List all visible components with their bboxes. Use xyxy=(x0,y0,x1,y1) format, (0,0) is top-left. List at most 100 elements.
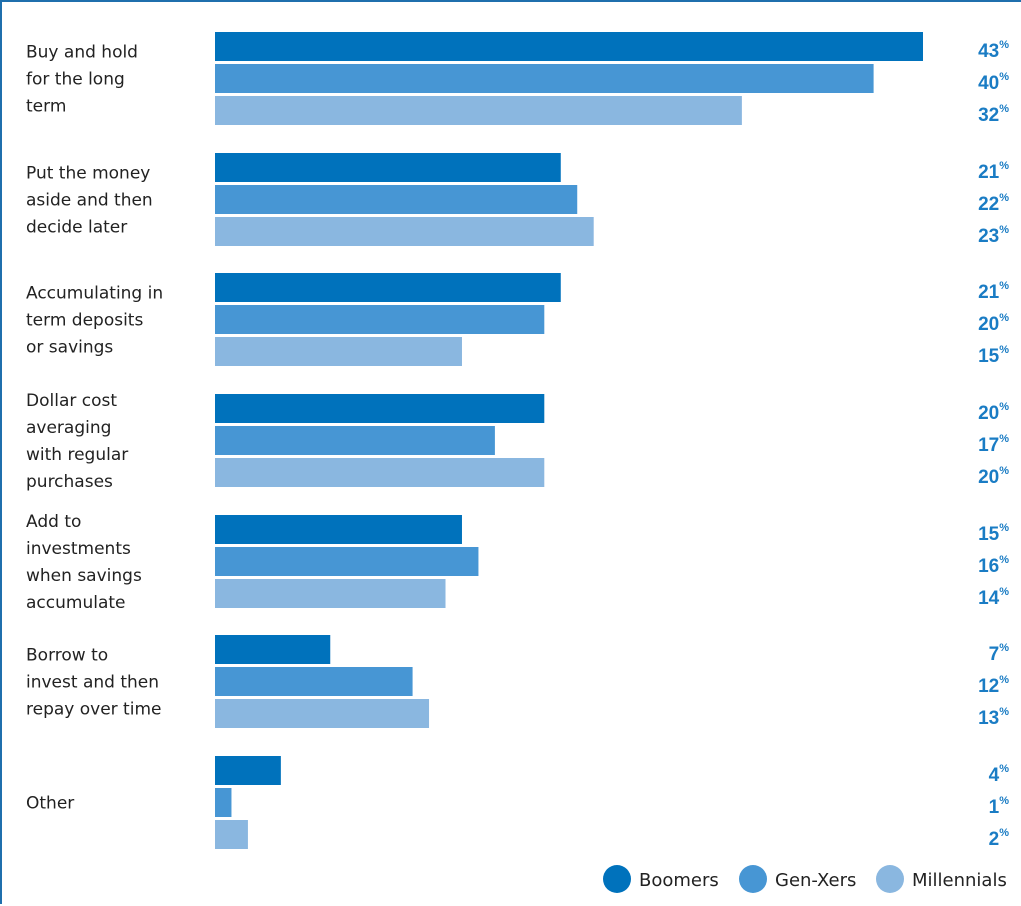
value-suffix: % xyxy=(999,827,1009,839)
value-suffix: % xyxy=(999,344,1009,356)
category-label: Dollar cost averaging with regular purchase… xyxy=(26,391,128,492)
value-number: 15 xyxy=(978,524,1000,545)
value-label: 20% xyxy=(978,465,1009,488)
value-suffix: % xyxy=(999,312,1009,324)
value-number: 1 xyxy=(989,797,1000,818)
category-label-line: Other xyxy=(26,794,74,814)
value-label: 2% xyxy=(989,827,1010,850)
value-suffix: % xyxy=(999,674,1009,686)
value-number: 20 xyxy=(978,403,999,424)
category-label-line: accumulate xyxy=(26,593,126,613)
value-suffix: % xyxy=(999,103,1009,115)
category-label-line: Borrow to xyxy=(26,646,108,666)
value-label: 20% xyxy=(978,312,1009,335)
legend-swatch-gen-xers xyxy=(739,865,767,893)
value-suffix: % xyxy=(999,706,1009,718)
bar-millennials xyxy=(215,458,545,487)
value-suffix: % xyxy=(999,554,1009,566)
category-label-line: Accumulating in xyxy=(26,284,163,304)
value-number: 22 xyxy=(978,194,999,215)
category-label: Other xyxy=(26,794,74,814)
value-label: 15% xyxy=(978,344,1009,367)
bar-millennials xyxy=(215,337,462,366)
value-suffix: % xyxy=(999,763,1009,775)
value-label: 14% xyxy=(978,586,1009,609)
category-label-line: Add to xyxy=(26,512,81,532)
bar-gen-xers xyxy=(215,185,578,214)
value-label: 22% xyxy=(978,192,1009,215)
bar-gen-xers xyxy=(215,64,874,93)
value-number: 7 xyxy=(989,644,1000,665)
bar-boomers xyxy=(215,515,462,544)
bar-boomers xyxy=(215,32,923,61)
value-label: 32% xyxy=(978,103,1009,126)
legend-swatch-millennials xyxy=(876,865,904,893)
legend-swatch-boomers xyxy=(603,865,631,893)
legend-label: Gen-Xers xyxy=(775,870,856,891)
category-label-line: for the long xyxy=(26,70,125,90)
value-label: 7% xyxy=(989,642,1010,665)
value-label: 20% xyxy=(978,401,1009,424)
bar-millennials xyxy=(215,579,446,608)
value-number: 14 xyxy=(978,588,1000,609)
category-label: Accumulating in term deposits or savings xyxy=(26,284,163,358)
bar-boomers xyxy=(215,635,331,664)
value-label: 13% xyxy=(978,706,1009,729)
value-label: 15% xyxy=(978,522,1009,545)
category-label: Put the money aside and then decide later xyxy=(26,164,153,238)
bar-boomers xyxy=(215,394,545,423)
value-number: 2 xyxy=(989,829,1000,850)
category-label: Add to investments when savings accumulate xyxy=(26,512,142,613)
category-label-line: investments xyxy=(26,539,131,559)
bar-boomers xyxy=(215,153,561,182)
value-label: 21% xyxy=(978,280,1009,303)
value-number: 23 xyxy=(978,226,999,247)
category-label-line: averaging xyxy=(26,418,111,438)
value-number: 21 xyxy=(978,162,1000,183)
bar-millennials xyxy=(215,96,742,125)
value-suffix: % xyxy=(999,192,1009,204)
value-number: 16 xyxy=(978,556,999,577)
value-number: 15 xyxy=(978,346,1000,367)
bar-gen-xers xyxy=(215,547,479,576)
value-label: 23% xyxy=(978,224,1009,247)
category-label-line: with regular xyxy=(26,445,128,465)
value-suffix: % xyxy=(999,586,1009,598)
value-label: 4% xyxy=(989,763,1010,786)
bar-boomers xyxy=(215,756,281,785)
value-label: 17% xyxy=(978,433,1009,456)
value-number: 21 xyxy=(978,282,1000,303)
value-number: 43 xyxy=(978,41,999,62)
category-label-line: term deposits xyxy=(26,311,143,331)
legend-label: Boomers xyxy=(639,870,719,891)
category-label-line: aside and then xyxy=(26,191,153,211)
value-suffix: % xyxy=(999,71,1009,83)
value-label: 12% xyxy=(978,674,1009,697)
value-suffix: % xyxy=(999,280,1009,292)
value-number: 17 xyxy=(978,435,999,456)
category-label-line: repay over time xyxy=(26,700,161,720)
value-suffix: % xyxy=(999,160,1009,172)
bar-millennials xyxy=(215,217,594,246)
bar-gen-xers xyxy=(215,788,232,817)
bar-gen-xers xyxy=(215,426,495,455)
value-number: 20 xyxy=(978,467,999,488)
category-label: Borrow to invest and then repay over time xyxy=(26,646,161,720)
category-label-line: Put the money xyxy=(26,164,150,184)
value-label: 16% xyxy=(978,554,1009,577)
value-label: 21% xyxy=(978,160,1009,183)
bar-boomers xyxy=(215,273,561,302)
value-suffix: % xyxy=(999,522,1009,534)
value-suffix: % xyxy=(999,795,1009,807)
value-number: 12 xyxy=(978,676,999,697)
value-label: 40% xyxy=(978,71,1009,94)
value-suffix: % xyxy=(999,224,1009,236)
category-label-line: decide later xyxy=(26,218,127,238)
category-label-line: invest and then xyxy=(26,673,159,693)
bar-millennials xyxy=(215,699,430,728)
category-label-line: Dollar cost xyxy=(26,391,117,411)
category-label-line: when savings xyxy=(26,566,142,586)
value-number: 40 xyxy=(978,73,999,94)
